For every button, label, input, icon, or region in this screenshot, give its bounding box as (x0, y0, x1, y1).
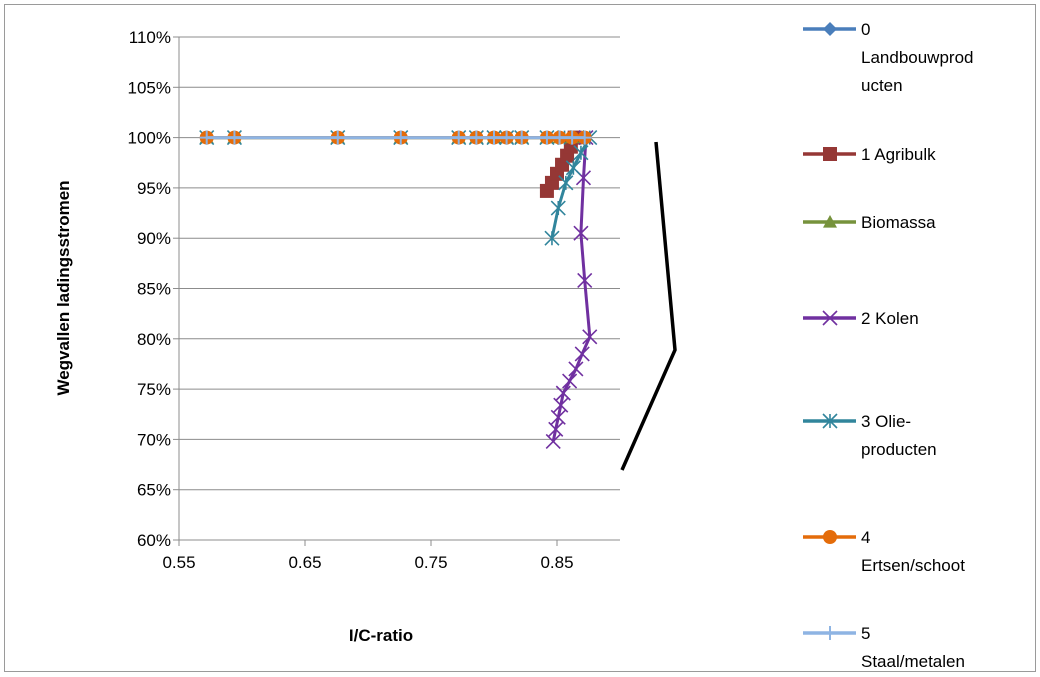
y-tick-label: 90% (137, 229, 171, 248)
legend: 0 Landbouwprod ucten 1 Agribulk Biomassa 2 Ko… (803, 20, 973, 671)
bracket-line (620, 141, 677, 471)
marker-square (823, 147, 837, 161)
legend-label: Staal/metalen (861, 652, 965, 671)
marker-plus (514, 130, 529, 145)
legend-label: 2 Kolen (861, 309, 919, 328)
line-chart: 110% 105% 100% 95% 90% 85% 80% 75% 70% 65% 60% 0.55… (54, 20, 973, 671)
legend-item-1: 0 Landbouwprod ucten (803, 20, 973, 95)
marker-plus (451, 130, 466, 145)
y-tick-label: 100% (128, 129, 171, 148)
x-tick-label: 0.55 (162, 553, 195, 572)
marker-plus (487, 130, 501, 145)
marker-plus (330, 130, 345, 145)
y-axis-label: Wegvallen ladingsstromen (54, 180, 73, 395)
legend-item-6: 4 Ertsen/schoot (803, 528, 965, 575)
legend-item-4: 2 Kolen (803, 309, 919, 328)
y-tick-label: 80% (137, 330, 171, 349)
marker-circle (823, 530, 837, 544)
legend-item-2: 1 Agribulk (803, 145, 936, 164)
chart-frame: 110% 105% 100% 95% 90% 85% 80% 75% 70% 65% 60% 0.55… (4, 4, 1036, 672)
marker-x (553, 397, 569, 413)
marker-star (565, 160, 581, 176)
bracket-annotation (620, 141, 677, 471)
y-tick-label: 95% (137, 179, 171, 198)
marker-plus (199, 130, 214, 145)
marker-plus (469, 130, 484, 145)
marker-x (562, 373, 578, 389)
marker-plus (539, 130, 554, 145)
legend-item-7: 5 Staal/metalen (803, 624, 965, 671)
marker-star (550, 200, 566, 216)
legend-item-3: Biomassa (803, 213, 936, 232)
marker-x (574, 346, 590, 362)
marker-plus (499, 130, 514, 145)
y-tick-label: 85% (137, 280, 171, 299)
marker-star (822, 413, 838, 429)
legend-label: 4 (861, 528, 870, 547)
marker-star (558, 175, 574, 191)
marker-plus (823, 626, 837, 640)
marker-triangle (823, 215, 837, 228)
marker-plus (577, 130, 592, 145)
axes: 110% 105% 100% 95% 90% 85% 80% 75% 70% 65% 60% 0.55… (128, 28, 574, 572)
gridlines (179, 36, 620, 541)
marker-plus (227, 130, 242, 145)
marker-x (822, 310, 838, 326)
series-4 (545, 130, 598, 449)
y-tick-label: 70% (137, 430, 171, 449)
y-tick-label: 105% (128, 78, 171, 97)
marker-x (582, 329, 598, 345)
legend-label: 3 Olie- (861, 412, 911, 431)
marker-plus (393, 130, 408, 145)
legend-label: ucten (861, 76, 903, 95)
legend-label: 1 Agribulk (861, 145, 936, 164)
legend-item-5: 3 Olie-producten (803, 412, 937, 459)
y-tick-label: 65% (137, 481, 171, 500)
marker-x (545, 433, 561, 449)
legend-label: producten (861, 440, 937, 459)
marker-x (577, 272, 593, 289)
marker-plus (565, 130, 580, 145)
legend-label: 5 (861, 624, 870, 643)
marker-x (548, 421, 564, 437)
x-tick-label: 0.85 (540, 553, 573, 572)
marker-diamond (823, 22, 837, 36)
y-tick-label: 110% (129, 28, 171, 47)
marker-x (568, 361, 584, 377)
x-axis-label: I/C-ratio (349, 626, 413, 645)
marker-star (544, 230, 560, 246)
series-7 (199, 130, 592, 145)
y-tick-label: 75% (137, 380, 171, 399)
marker-x (573, 225, 589, 241)
legend-label: Biomassa (861, 213, 936, 232)
marker-x (555, 385, 571, 401)
legend-label: Ertsen/schoot (861, 556, 965, 575)
y-tick-label: 60% (137, 531, 171, 550)
marker-plus (552, 130, 567, 145)
series-group (199, 130, 598, 449)
legend-label: 0 (861, 20, 870, 39)
marker-star (573, 145, 589, 161)
x-tick-label: 0.75 (414, 553, 447, 572)
marker-x (550, 409, 566, 425)
x-tick-label: 0.65 (288, 553, 321, 572)
legend-label: Landbouwprod (861, 48, 973, 67)
